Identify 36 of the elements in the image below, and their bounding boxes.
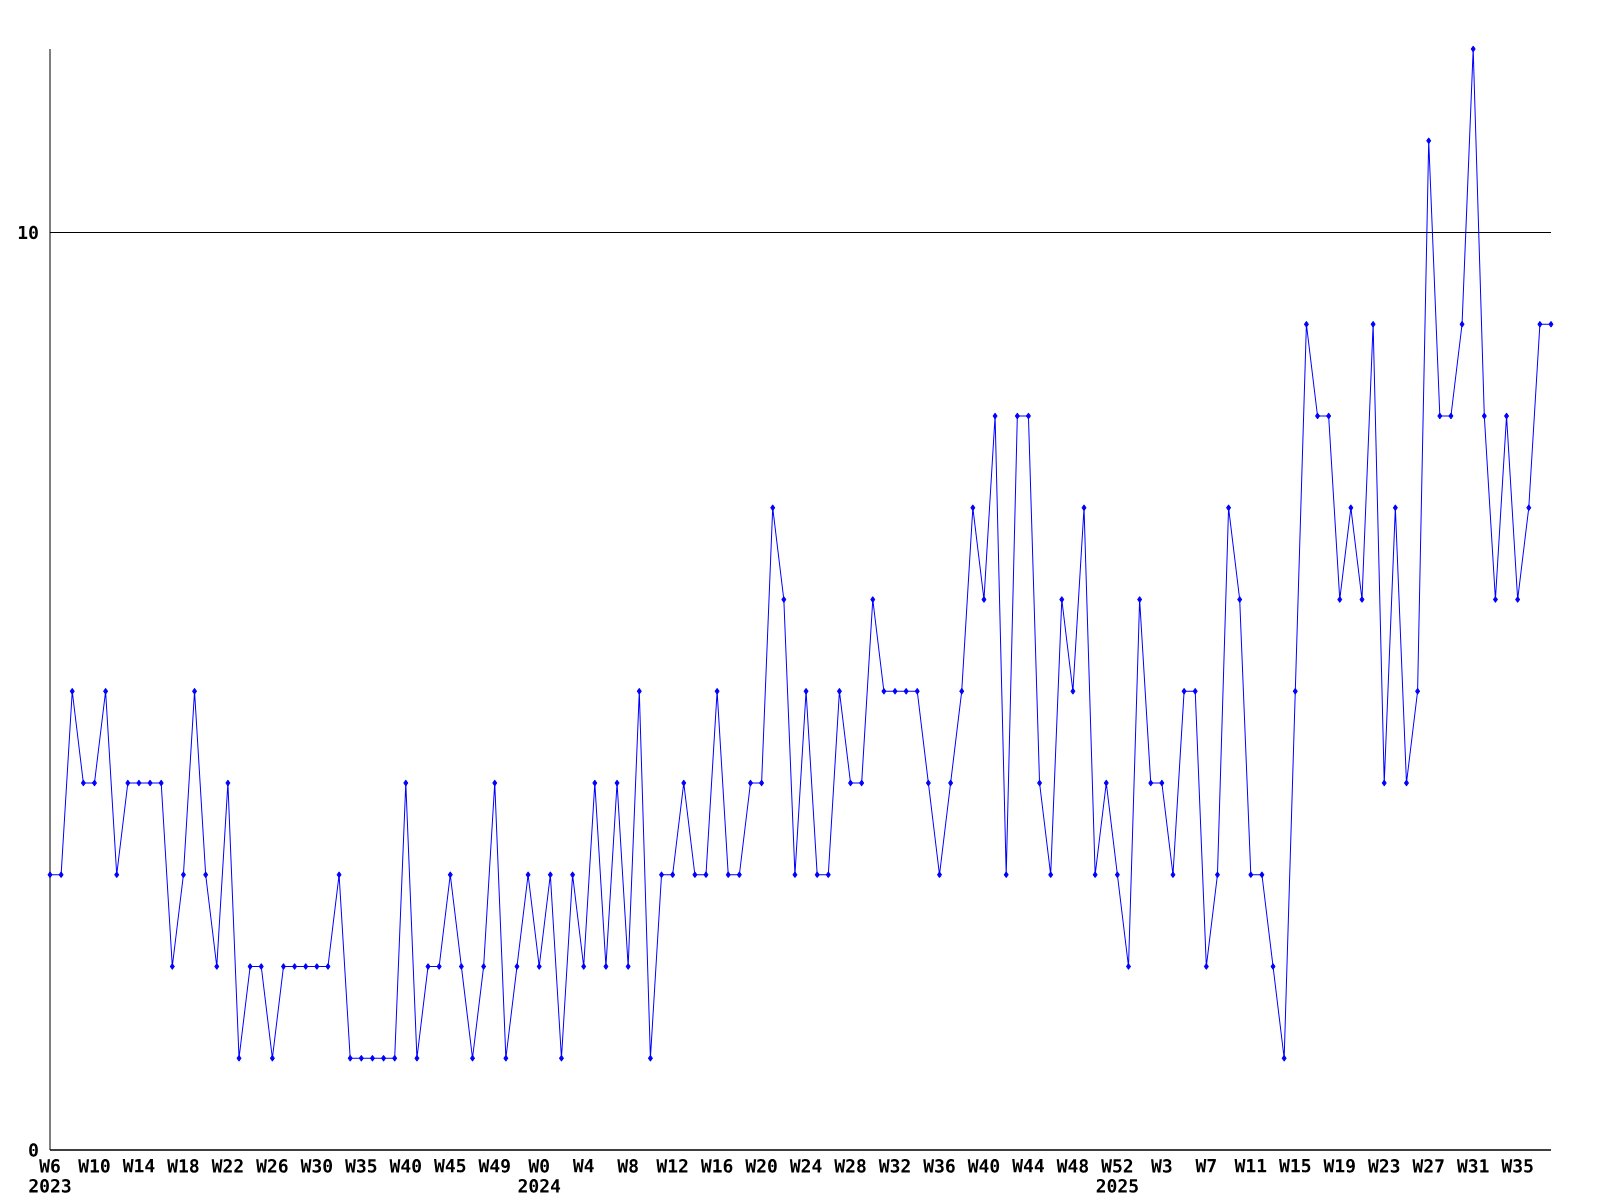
x-tick-label: W28 <box>834 1159 866 1173</box>
x-tick-label: W48 <box>1056 1159 1089 1173</box>
x-tick-label: W15 <box>1279 1159 1311 1173</box>
x-tick-label: W52 2025 <box>1096 1159 1138 1193</box>
x-tick-label: W19 <box>1323 1159 1355 1173</box>
x-tick-label: W26 <box>256 1159 288 1173</box>
x-tick-label: W14 <box>122 1159 155 1173</box>
x-tick-label: W8 <box>617 1159 638 1173</box>
x-tick-label: W36 <box>923 1159 955 1173</box>
x-tick-label: W40 <box>389 1159 421 1173</box>
y-tick-label: 10 <box>18 225 38 240</box>
x-tick-label: W12 <box>656 1159 688 1173</box>
x-tick-label: W0 2024 <box>518 1159 561 1193</box>
x-tick-label: W32 <box>878 1159 910 1173</box>
x-tick-label: W10 <box>78 1159 110 1173</box>
x-tick-label: W22 <box>211 1159 243 1173</box>
x-tick-label: W35 <box>1501 1159 1533 1173</box>
x-tick-label: W35 <box>345 1159 377 1173</box>
x-tick-label: W49 <box>478 1159 510 1173</box>
x-tick-label: W23 <box>1367 1159 1400 1173</box>
x-tick-label: W30 <box>300 1159 333 1173</box>
x-tick-label: W7 <box>1195 1159 1216 1173</box>
x-tick-label: W31 <box>1456 1159 1489 1173</box>
y-tick-label: 0 <box>29 1143 38 1157</box>
x-tick-label: W20 <box>745 1159 777 1173</box>
x-tick-label: W18 <box>167 1159 199 1173</box>
x-tick-label: W44 <box>1012 1159 1044 1173</box>
x-tick-label: W24 <box>789 1159 822 1173</box>
x-tick-label: W3 <box>1151 1159 1172 1173</box>
x-tick-label: W11 <box>1234 1159 1267 1173</box>
x-tick-label: W4 <box>572 1159 594 1173</box>
x-tick-label: W27 <box>1412 1159 1444 1173</box>
x-tick-label: W40 <box>967 1159 1000 1173</box>
x-tick-label: W16 <box>700 1159 733 1173</box>
x-tick-label: W45 <box>434 1159 466 1173</box>
x-tick-label: W6 2023 <box>29 1159 71 1193</box>
